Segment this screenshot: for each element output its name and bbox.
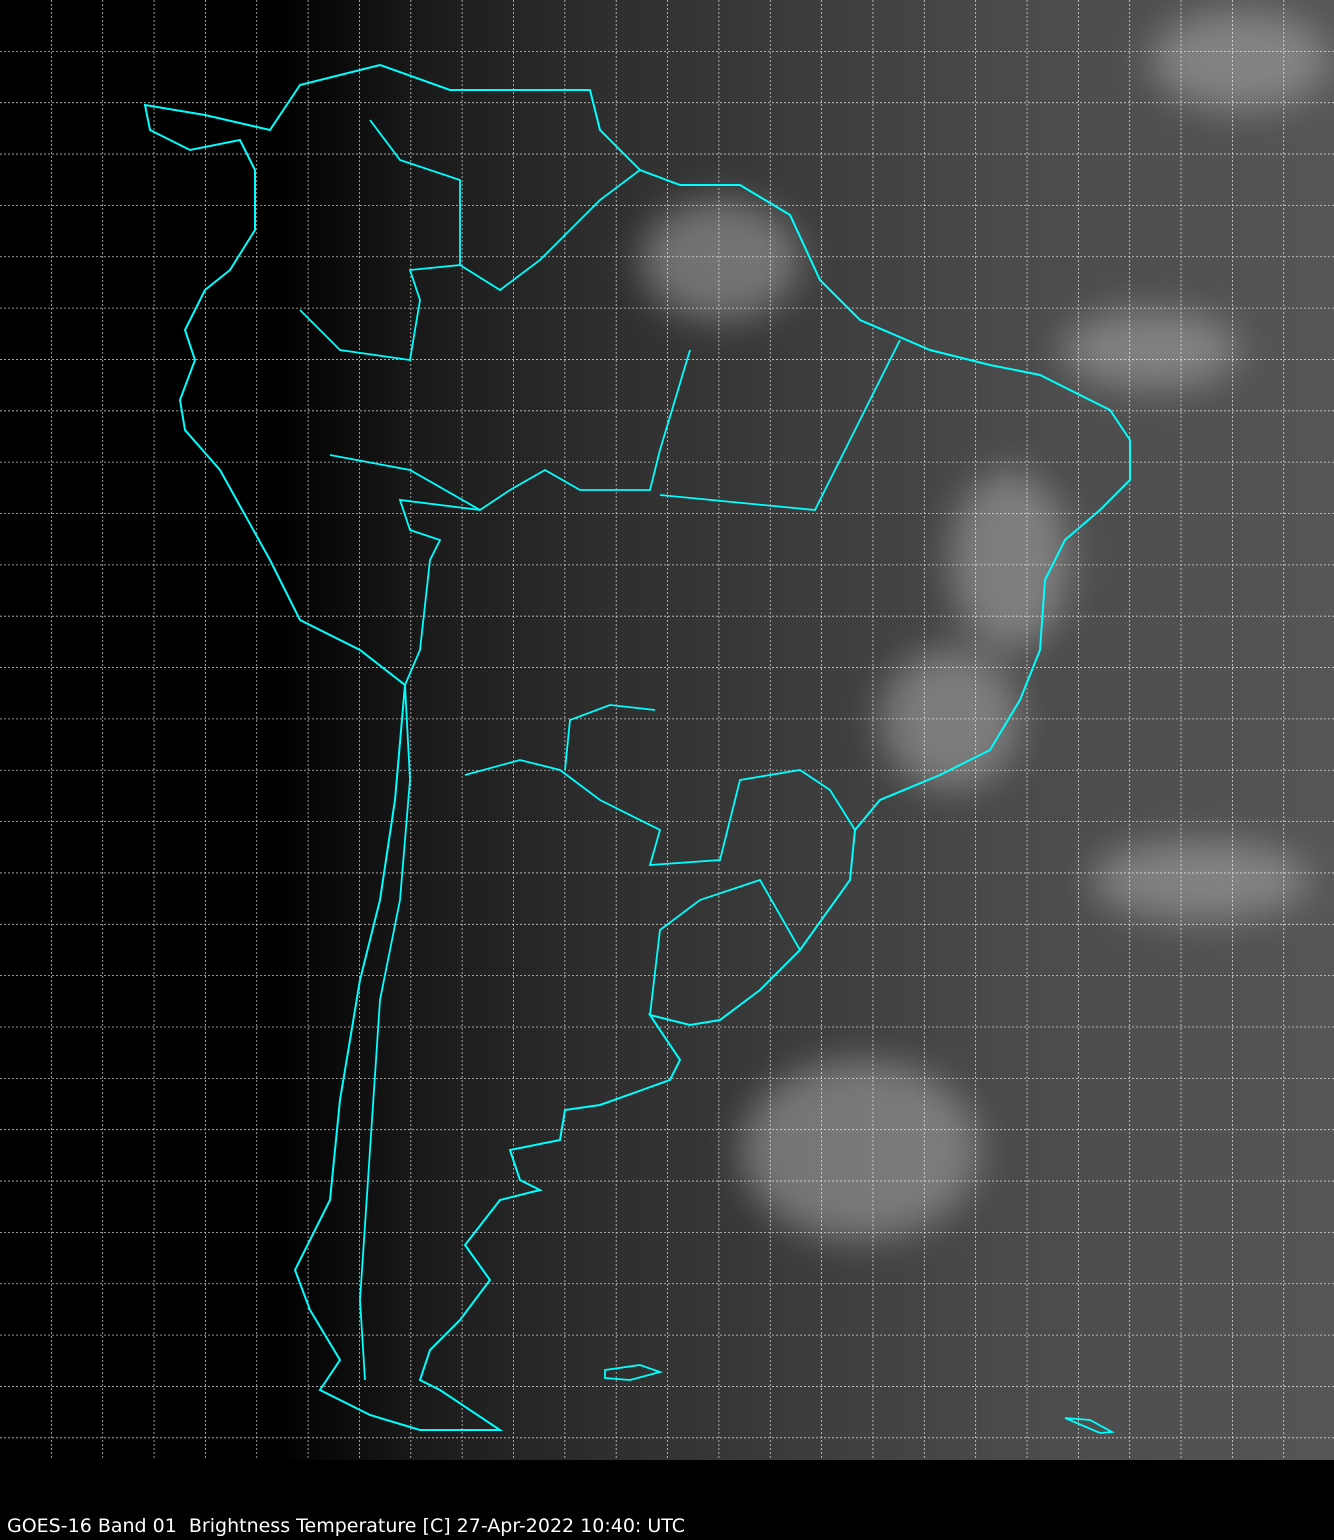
image-caption: GOES-16 Band 01 Brightness Temperature [… [7, 1515, 686, 1537]
south-america-coastline [143, 63, 1131, 1431]
cloud-cover [640, 10, 1330, 1240]
map-overlay [0, 0, 1334, 1460]
falkland-islands [604, 1364, 664, 1381]
south-georgia-island [1064, 1417, 1116, 1434]
lat-lon-grid [0, 0, 1334, 1460]
national-borders [299, 119, 901, 1381]
